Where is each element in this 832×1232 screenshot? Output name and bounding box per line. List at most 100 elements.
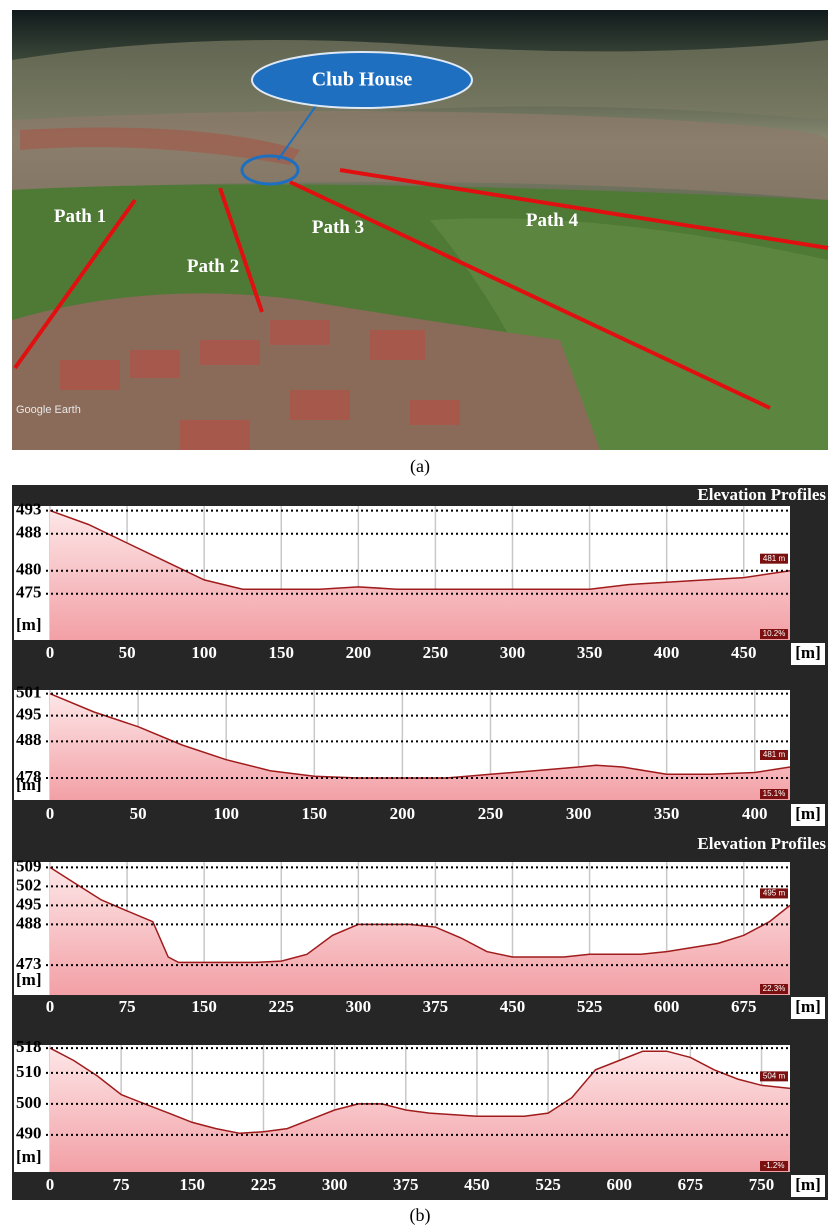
- y-tick-label: 493: [16, 500, 42, 519]
- y-tick-label: 500: [16, 1093, 42, 1112]
- x-tick-label: 50: [119, 643, 136, 662]
- x-tick-label: 300: [322, 1175, 348, 1194]
- x-tick-label: 525: [535, 1175, 561, 1194]
- x-label-box: [791, 1175, 825, 1197]
- path-label: Path 2: [187, 256, 239, 277]
- end-label: 495 m: [763, 889, 786, 898]
- x-axis-label: [m]: [795, 804, 820, 823]
- x-tick-label: 150: [180, 1175, 206, 1194]
- x-tick-label: 450: [731, 643, 757, 662]
- y-tick-label: 501: [16, 683, 42, 702]
- x-tick-label: 375: [393, 1175, 419, 1194]
- y-tick-label: 488: [16, 523, 42, 542]
- x-tick-label: 150: [269, 643, 295, 662]
- end-label-box: [760, 750, 788, 760]
- x-tick-label: 0: [46, 804, 55, 823]
- slope-label-box: [760, 984, 788, 994]
- caption: (b): [410, 1205, 431, 1226]
- y-axis-label: [m]: [16, 970, 41, 989]
- x-tick-label: 375: [423, 997, 449, 1016]
- x-label-box: [791, 804, 825, 826]
- x-axis-label: [m]: [795, 1175, 820, 1194]
- watermark: Google Earth: [16, 404, 81, 416]
- x-tick-label: 600: [654, 997, 680, 1016]
- y-tick-label: 510: [16, 1062, 42, 1081]
- y-axis-label: [m]: [16, 775, 41, 794]
- x-tick-label: 525: [577, 997, 603, 1016]
- x-tick-label: 100: [191, 643, 217, 662]
- x-tick-label: 250: [478, 804, 504, 823]
- slope-label-box: [760, 789, 788, 799]
- y-tick-label: 495: [16, 705, 42, 724]
- x-tick-label: 400: [742, 804, 768, 823]
- x-tick-label: 225: [269, 997, 295, 1016]
- chart-title: Elevation Profiles: [697, 834, 826, 853]
- y-tick-label: 518: [16, 1037, 42, 1056]
- x-label-box: [791, 643, 825, 665]
- slope-label: 22.3%: [763, 984, 786, 993]
- x-tick-label: 750: [749, 1175, 775, 1194]
- x-tick-label: 600: [606, 1175, 632, 1194]
- profile-line: [49, 509, 791, 590]
- y-axis-label: [m]: [16, 1147, 41, 1166]
- caption: (a): [410, 456, 430, 477]
- x-tick-label: 0: [46, 997, 55, 1016]
- x-tick-label: 0: [46, 1175, 55, 1194]
- callout-label: Club House: [312, 69, 413, 91]
- x-tick-label: 250: [423, 643, 449, 662]
- slope-label: 10.2%: [763, 629, 786, 638]
- x-tick-label: 100: [213, 804, 239, 823]
- x-tick-label: 675: [678, 1175, 704, 1194]
- x-tick-label: 150: [302, 804, 328, 823]
- profile-area: [50, 693, 790, 800]
- y-tick-label: 475: [16, 583, 42, 602]
- x-tick-label: 350: [654, 804, 680, 823]
- x-tick-label: 300: [566, 804, 592, 823]
- y-tick-label: 473: [16, 954, 42, 973]
- x-tick-label: 200: [346, 643, 372, 662]
- profile-area: [50, 1048, 790, 1172]
- slope-label-box: [760, 1161, 788, 1171]
- x-tick-label: 200: [390, 804, 416, 823]
- x-tick-label: 450: [500, 997, 526, 1016]
- x-tick-label: 450: [464, 1175, 490, 1194]
- y-axis-label: [m]: [16, 615, 41, 634]
- x-tick-label: 300: [346, 997, 372, 1016]
- x-axis-label: [m]: [795, 997, 820, 1016]
- y-tick-label: 495: [16, 894, 42, 913]
- y-tick-label: 488: [16, 913, 42, 932]
- y-tick-label: 480: [16, 560, 42, 579]
- y-tick-label: 478: [16, 767, 42, 786]
- slope-label-box: [760, 629, 788, 639]
- slope-label: -1.2%: [764, 1161, 785, 1170]
- x-tick-label: 350: [577, 643, 603, 662]
- end-label-box: [760, 1071, 788, 1082]
- x-tick-label: 0: [46, 643, 55, 662]
- chart-title: Elevation Profiles: [697, 485, 826, 504]
- callout: Club House: [240, 51, 473, 186]
- x-tick-label: 675: [731, 997, 757, 1016]
- x-tick-label: 150: [191, 997, 217, 1016]
- x-axis-label: [m]: [795, 643, 820, 662]
- y-tick-label: 509: [16, 856, 42, 875]
- end-label: 481 m: [763, 554, 786, 563]
- slope-label: 15.1%: [763, 789, 786, 798]
- end-label-box: [760, 888, 788, 899]
- profile-line: [49, 866, 791, 964]
- profile-line: [49, 1047, 791, 1135]
- end-label-box: [760, 553, 788, 564]
- path-label: Path 3: [312, 217, 364, 238]
- path-lines: [13, 168, 829, 410]
- x-tick-label: 225: [251, 1175, 277, 1194]
- end-label: 481 m: [763, 750, 786, 759]
- profile-area: [50, 510, 790, 640]
- end-label: 504 m: [763, 1071, 786, 1080]
- y-tick-label: 488: [16, 730, 42, 749]
- x-tick-label: 75: [119, 997, 136, 1016]
- x-tick-label: 400: [654, 643, 680, 662]
- x-tick-label: 75: [113, 1175, 130, 1194]
- x-tick-label: 50: [130, 804, 147, 823]
- y-tick-label: 490: [16, 1124, 42, 1143]
- x-tick-label: 300: [500, 643, 526, 662]
